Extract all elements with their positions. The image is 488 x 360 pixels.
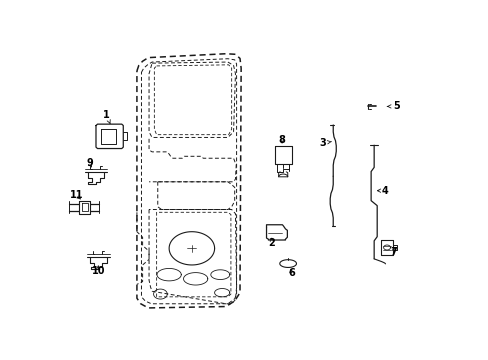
Text: 6: 6 xyxy=(287,268,294,278)
Text: 4: 4 xyxy=(377,186,388,196)
Text: 11: 11 xyxy=(69,190,83,200)
Text: 9: 9 xyxy=(86,158,93,168)
Text: 8: 8 xyxy=(278,135,285,145)
Text: 1: 1 xyxy=(103,110,110,123)
Text: 10: 10 xyxy=(91,266,105,275)
Text: 7: 7 xyxy=(390,247,396,257)
Text: 2: 2 xyxy=(268,238,275,248)
Text: 3: 3 xyxy=(319,138,331,148)
Text: 5: 5 xyxy=(386,102,399,111)
